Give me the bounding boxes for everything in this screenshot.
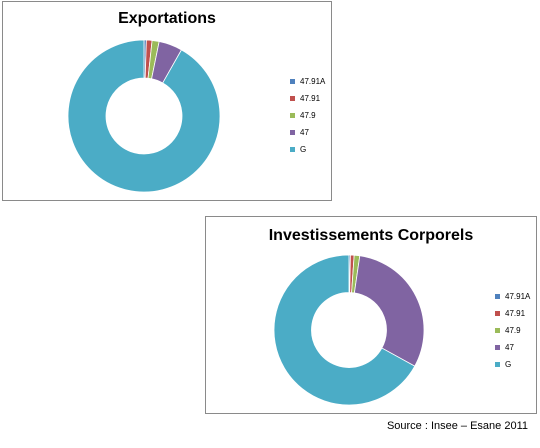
donut-slice-47	[353, 255, 425, 367]
legend: 47.91A 47.91 47.9 47 G	[495, 291, 530, 376]
legend-item: G	[290, 144, 325, 154]
legend-swatch	[495, 344, 500, 350]
legend-label: G	[300, 144, 307, 154]
investissements-chart: Investissements Corporels 47.91A 47.91 47.…	[205, 216, 537, 414]
chart-title: Exportations	[118, 10, 216, 27]
legend-item: 47.9	[290, 110, 325, 120]
legend-label: 47.9	[505, 325, 521, 335]
legend-label: 47	[300, 127, 309, 137]
donut-slice-G	[67, 39, 221, 193]
legend: 47.91A 47.91 47.9 47 G	[290, 76, 325, 161]
legend-swatch	[495, 361, 500, 367]
legend-label: 47.9	[300, 110, 316, 120]
legend-label: 47.91A	[300, 76, 326, 86]
legend-swatch	[290, 112, 295, 118]
legend-swatch	[290, 129, 295, 135]
legend-item: G	[495, 359, 530, 369]
legend-item: 47.91	[495, 308, 530, 318]
legend-item: 47.91A	[495, 291, 530, 301]
exportations-chart: Exportations 47.91A 47.91 47.9 47 G	[2, 1, 332, 201]
legend-swatch	[495, 293, 500, 299]
legend-item: 47.91	[290, 93, 325, 103]
legend-item: 47.91A	[290, 76, 325, 86]
legend-swatch	[290, 95, 295, 101]
legend-label: G	[505, 359, 512, 369]
legend-swatch	[495, 327, 500, 333]
legend-label: 47.91A	[505, 291, 531, 301]
donut-chart	[67, 39, 221, 193]
legend-swatch	[495, 310, 500, 316]
legend-swatch	[290, 146, 295, 152]
legend-label: 47	[505, 342, 514, 352]
donut-slice-G	[273, 254, 416, 406]
source-note: Source : Insee – Esane 2011	[386, 420, 528, 432]
legend-label: 47.91	[505, 308, 526, 318]
chart-title: Investissements Corporels	[268, 227, 474, 244]
legend-swatch	[290, 78, 295, 84]
legend-label: 47.91	[300, 93, 321, 103]
legend-item: 47	[495, 342, 530, 352]
legend-item: 47	[290, 127, 325, 137]
donut-chart	[273, 254, 425, 406]
legend-item: 47.9	[495, 325, 530, 335]
